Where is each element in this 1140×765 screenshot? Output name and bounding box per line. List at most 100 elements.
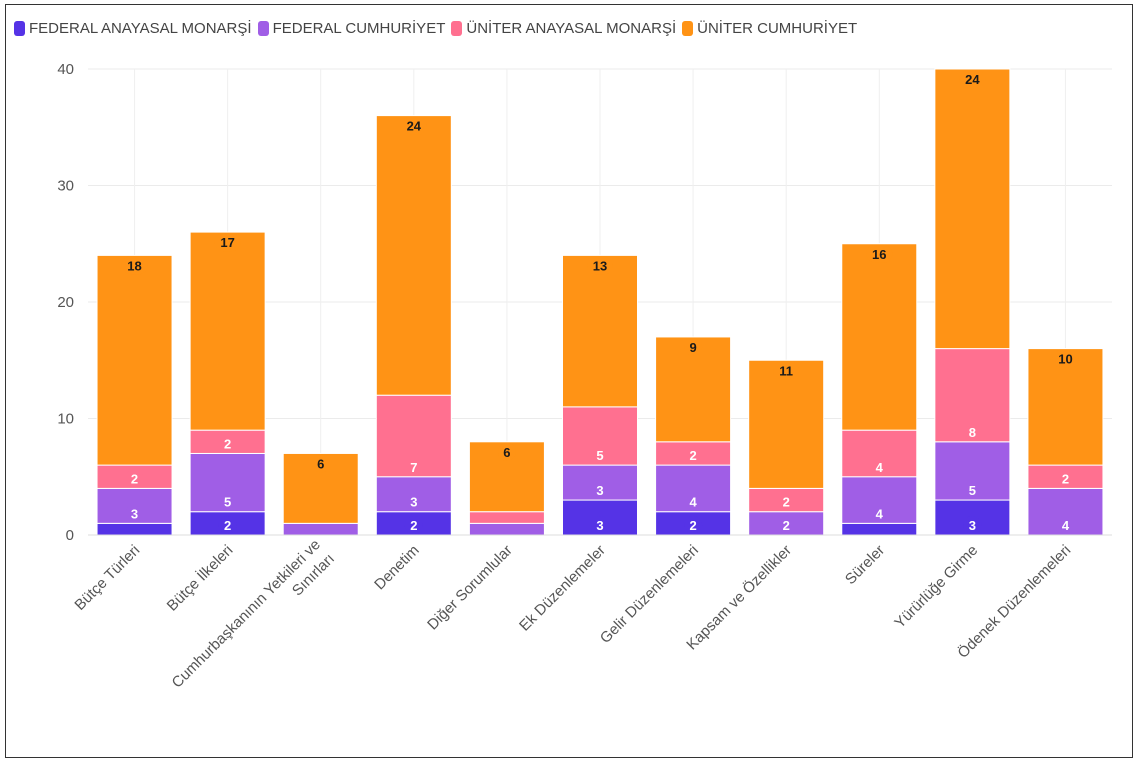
bar-segment[interactable] <box>282 522 359 536</box>
data-label-badge <box>591 481 609 500</box>
legend-item-uniter-anayasal-monarsi[interactable]: ÜNİTER ANAYASAL MONARŞİ <box>451 20 676 37</box>
data-label: 2 <box>689 518 696 533</box>
data-label: 8 <box>969 425 976 440</box>
x-tick-label-line: Gelir Düzenlemeleri <box>597 542 702 647</box>
legend-label: FEDERAL CUMHURİYET <box>272 19 446 37</box>
y-tick-label: 10 <box>57 411 74 428</box>
data-label-badge <box>121 256 148 275</box>
data-label: 2 <box>224 436 231 451</box>
y-tick-label: 40 <box>57 61 74 78</box>
data-label: 10 <box>1058 352 1072 367</box>
data-label: 3 <box>131 506 138 521</box>
bar-segment[interactable] <box>841 243 918 431</box>
x-tick-label: Diğer Sorumlular <box>424 542 516 634</box>
data-label-badge <box>777 492 796 511</box>
x-tick-label: Cumhurbaşkanının Yetkileri veSınırları <box>169 536 338 705</box>
data-label: 18 <box>127 258 141 273</box>
bar-segment[interactable] <box>562 254 638 408</box>
data-label-badge <box>777 516 796 534</box>
data-label-badge <box>684 337 703 356</box>
legend-swatch-icon <box>682 20 694 36</box>
data-label: 2 <box>1062 471 1069 486</box>
data-label: 3 <box>969 518 976 533</box>
data-label: 7 <box>410 460 417 475</box>
bar-segment[interactable] <box>468 522 545 536</box>
data-label-badge <box>218 492 237 511</box>
data-label-badge <box>866 244 893 263</box>
legend-label: FEDERAL ANAYASAL MONARŞİ <box>29 19 252 37</box>
x-tick-label-line: Denetim <box>371 542 423 594</box>
x-tick-label-line: Bütçe Türleri <box>71 542 143 614</box>
data-label-badge <box>1056 469 1075 488</box>
x-tick-label-line: Cumhurbaşkanının Yetkileri ve <box>169 536 324 691</box>
bar-segment[interactable] <box>468 511 545 524</box>
bar-segment[interactable] <box>1027 348 1104 466</box>
data-label: 4 <box>876 460 884 475</box>
bar-segment[interactable] <box>841 522 918 536</box>
x-tick-label-line: Süreler <box>842 542 888 588</box>
data-label-badge <box>591 516 609 534</box>
data-label: 2 <box>131 471 138 486</box>
data-label-badge <box>773 361 800 380</box>
data-label-badge <box>1052 349 1079 368</box>
x-tick-label: Denetim <box>371 542 423 594</box>
legend-item-federal-cumhuriyet[interactable]: FEDERAL CUMHURİYET <box>257 19 446 37</box>
x-tick-label-line: Kapsam ve Özellikler <box>683 541 795 653</box>
data-label-badge <box>404 516 423 534</box>
data-label: 17 <box>220 235 234 250</box>
data-label-badge <box>497 442 516 461</box>
data-label-badge <box>125 469 144 488</box>
data-label: 4 <box>689 495 697 510</box>
y-tick-label: 30 <box>57 178 74 195</box>
data-label: 4 <box>876 506 884 521</box>
x-tick-label-line: Yürürlüğe Girme <box>891 542 981 632</box>
data-label-badge <box>963 422 982 441</box>
data-label-badge <box>587 256 613 275</box>
x-tick-label: Bütçe Türleri <box>71 542 143 614</box>
legend-label: ÜNİTER CUMHURİYET <box>697 19 858 37</box>
data-label: 9 <box>689 340 696 355</box>
data-label-badge <box>870 504 889 523</box>
data-label-badge <box>404 457 423 476</box>
legend-swatch-icon <box>451 20 463 36</box>
legend-item-federal-anayasal-monarsi[interactable]: FEDERAL ANAYASAL MONARŞİ <box>14 20 252 37</box>
data-label-badge <box>963 481 982 500</box>
bar-segment[interactable] <box>96 522 173 536</box>
x-tick-label: Süreler <box>842 542 888 588</box>
data-label-badge <box>959 70 986 88</box>
x-tick-label: Yürürlüğe Girme <box>891 542 981 632</box>
data-label-badge <box>684 446 703 465</box>
data-label: 4 <box>1062 518 1070 533</box>
y-tick-label: 20 <box>57 294 74 311</box>
x-tick-label: Bütçe İlkeleri <box>163 541 236 614</box>
data-label: 3 <box>596 483 603 498</box>
data-label: 3 <box>596 518 603 533</box>
data-label-badge <box>125 504 144 523</box>
data-label: 6 <box>503 445 510 460</box>
legend-swatch-icon <box>257 20 269 36</box>
x-tick-label-line: Diğer Sorumlular <box>424 542 516 634</box>
bar-segment[interactable] <box>934 68 1011 350</box>
bar-segment[interactable] <box>841 476 918 524</box>
data-label: 5 <box>969 483 976 498</box>
data-label: 24 <box>407 119 422 134</box>
legend-item-uniter-cumhuriyet[interactable]: ÜNİTER CUMHURİYET <box>682 20 857 37</box>
bar-segment[interactable] <box>189 231 266 431</box>
x-tick-label-line: Ek Düzenlemeler <box>516 542 609 635</box>
data-label-badge <box>1056 516 1075 534</box>
data-label-badge <box>214 233 241 252</box>
bar-segment[interactable] <box>748 359 825 489</box>
bar-segment[interactable] <box>96 254 173 466</box>
x-tick-label-line: Bütçe İlkeleri <box>163 541 236 614</box>
legend-swatch-icon <box>14 20 25 36</box>
data-label: 3 <box>410 495 417 510</box>
data-label: 2 <box>783 518 790 533</box>
x-tick-label: Kapsam ve Özellikler <box>683 541 795 653</box>
legend: FEDERAL ANAYASAL MONARŞİ FEDERAL CUMHURİ… <box>14 17 863 39</box>
data-label-badge <box>404 492 423 511</box>
bar-segment[interactable] <box>375 115 452 396</box>
data-label: 2 <box>783 495 790 510</box>
data-label-badge <box>218 434 237 453</box>
x-tick-label: Gelir Düzenlemeleri <box>597 542 702 647</box>
